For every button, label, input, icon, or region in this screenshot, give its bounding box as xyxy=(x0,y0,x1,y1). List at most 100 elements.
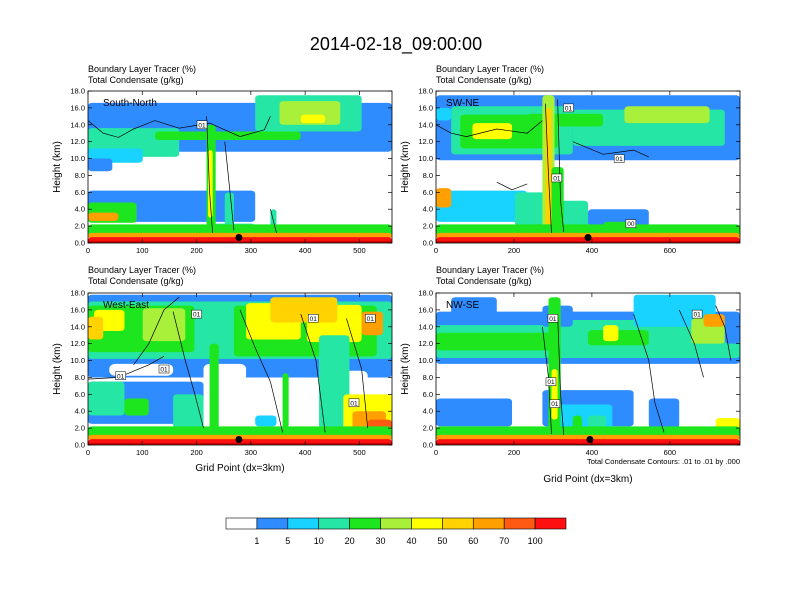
contour-label-box xyxy=(115,371,126,381)
colorbar-label: 60 xyxy=(468,536,478,546)
contour-label: 00 xyxy=(627,221,635,228)
y-tick-label: 12.0 xyxy=(418,137,433,146)
x-tick-label: 300 xyxy=(245,448,258,457)
field-surface-layer xyxy=(436,240,740,243)
plot-frame xyxy=(87,292,393,446)
contour-label: 01 xyxy=(565,105,573,112)
y-axis: 0.0 2.0 4.0 6.0 8.0 10.0 12.0 14.0 16.0 18.0 xyxy=(70,289,392,450)
y-tick-label: 2.0 xyxy=(423,424,433,433)
y-tick-label: 18.0 xyxy=(70,87,85,96)
y-tick-label: 0.0 xyxy=(75,239,85,248)
contour-label-box xyxy=(196,120,208,130)
panel-title-line1: Boundary Layer Tracer (%) xyxy=(436,265,544,275)
field-clear-region xyxy=(276,407,316,427)
field-patch-level-3 xyxy=(224,192,234,227)
section-label: West-East xyxy=(103,300,149,311)
panel-title-line2: Total Condensate (g/kg) xyxy=(88,75,184,85)
panel-title-line2: Total Condensate (g/kg) xyxy=(436,75,532,85)
condensate-contour xyxy=(270,209,277,233)
condensate-contour xyxy=(542,326,552,435)
y-tick-label: 14.0 xyxy=(70,120,85,129)
field-patch-level-6 xyxy=(603,325,619,342)
field-patch-level-4 xyxy=(154,131,301,140)
field-clear-region xyxy=(436,364,740,376)
panel-west-east: Boundary Layer Tracer (%) Total Condensa… xyxy=(52,265,393,474)
contour-label: 01 xyxy=(310,316,318,323)
field-patch-level-4 xyxy=(436,426,740,438)
contour-label-box xyxy=(563,103,574,113)
panel-title-line1: Boundary Layer Tracer (%) xyxy=(88,64,196,74)
x-tick-label: 200 xyxy=(508,246,521,255)
condensate-contour xyxy=(172,311,204,429)
x-tick-label: 500 xyxy=(353,448,366,457)
condensate-contour xyxy=(633,313,665,433)
contour-label-box xyxy=(308,314,319,323)
y-tick-label: 4.0 xyxy=(423,205,433,214)
x-tick-label: 400 xyxy=(586,246,599,255)
panel-title-line2: Total Condensate (g/kg) xyxy=(88,276,184,286)
field-patch-level-8 xyxy=(88,212,119,222)
y-tick-label: 12.0 xyxy=(418,339,433,348)
contour-label: 01 xyxy=(193,312,201,319)
y-tick-label: 18.0 xyxy=(418,87,433,96)
x-axis: 0 100 200 300 400 500 xyxy=(86,293,366,457)
location-marker xyxy=(586,436,594,444)
field-clear-region xyxy=(463,170,503,191)
condensate-contour xyxy=(88,116,271,138)
y-tick-label: 0.0 xyxy=(423,239,433,248)
y-tick-label: 8.0 xyxy=(423,171,433,180)
colorbar-swatch xyxy=(380,517,412,530)
contour-label: 01 xyxy=(551,401,559,408)
x-tick-label: 300 xyxy=(245,246,258,255)
x-tick-label: 0 xyxy=(434,448,438,457)
field-patch-level-4 xyxy=(88,426,392,438)
condensate-contour xyxy=(133,296,180,366)
colorbar-swatch xyxy=(411,517,443,530)
contour-label: 01 xyxy=(616,156,624,163)
condensate-contour xyxy=(678,309,704,378)
y-tick-label: 10.0 xyxy=(70,154,85,163)
contour-label: 01 xyxy=(198,122,206,129)
x-tick-label: 100 xyxy=(136,246,149,255)
field-patch-level-8 xyxy=(703,314,725,327)
field-patch-level-7 xyxy=(88,316,104,340)
field-patch-level-3 xyxy=(557,200,588,233)
condensate-contour xyxy=(346,318,369,429)
y-tick-label: 12.0 xyxy=(70,339,85,348)
field-patch-level-1 xyxy=(88,158,113,172)
x-tick-label: 600 xyxy=(664,246,677,255)
y-tick-label: 14.0 xyxy=(418,322,433,331)
colorbar-swatch xyxy=(442,517,474,530)
field-nw-se: 01 01 01 01 xyxy=(436,293,740,445)
y-tick-label: 14.0 xyxy=(418,120,433,129)
y-tick-label: 16.0 xyxy=(70,305,85,314)
y-tick-label: 0.0 xyxy=(423,441,433,450)
y-axis-label: Height (km) xyxy=(400,343,411,395)
x-axis: 0 200 400 600 xyxy=(434,293,676,457)
field-patch-level-4 xyxy=(436,332,573,351)
condensate-contour xyxy=(239,309,283,433)
contour-label-box xyxy=(691,309,703,319)
field-patch-level-4 xyxy=(282,373,289,429)
y-tick-label: 4.0 xyxy=(423,407,433,416)
y-tick-label: 8.0 xyxy=(423,373,433,382)
x-tick-label: 100 xyxy=(136,448,149,457)
colorbar-label: 10 xyxy=(314,536,324,546)
condensate-contour xyxy=(436,120,543,137)
colorbar-label: 20 xyxy=(345,536,355,546)
y-tick-label: 4.0 xyxy=(75,205,85,214)
field-patch-level-6 xyxy=(472,123,512,140)
x-tick-label: 200 xyxy=(190,448,203,457)
field-patch-level-2 xyxy=(436,107,452,121)
panel-nw-se: Boundary Layer Tracer (%) Total Condensa… xyxy=(400,265,741,485)
field-patch-level-1 xyxy=(436,398,512,427)
contour-note: Total Condensate Contours: .01 to .01 by… xyxy=(587,457,740,466)
y-tick-label: 6.0 xyxy=(75,188,85,197)
y-tick-label: 4.0 xyxy=(75,407,85,416)
condensate-contour xyxy=(224,141,235,231)
x-tick-label: 400 xyxy=(299,448,312,457)
x-tick-label: 400 xyxy=(299,246,312,255)
colorbar-swatch xyxy=(225,517,258,530)
y-axis: 0.0 2.0 4.0 6.0 8.0 10.0 12.0 14.0 16.0 18.0 xyxy=(70,87,392,248)
